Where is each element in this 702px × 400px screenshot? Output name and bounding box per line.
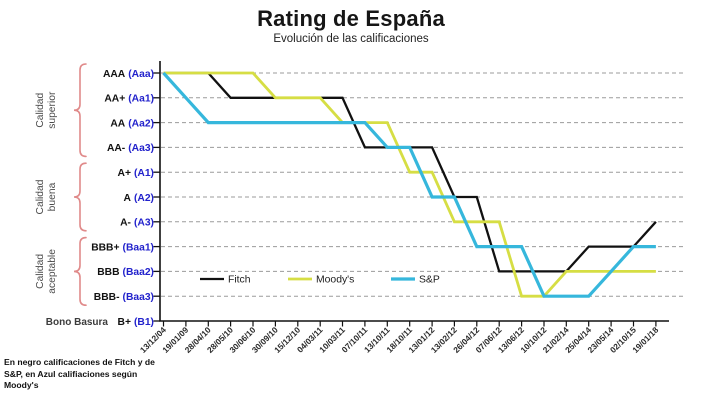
y-axis-label: A- (A3) xyxy=(120,218,154,229)
junk-bond-label: Bono Basura xyxy=(46,317,109,328)
y-axis-label: B+ (B1) xyxy=(118,317,154,328)
series-line-moodys xyxy=(163,71,656,298)
y-axis-label: BBB (Baa2) xyxy=(97,267,154,278)
group-brace xyxy=(73,63,87,158)
y-axis-label: AA- (Aa3) xyxy=(107,143,154,154)
group-label: Calidadsuperior xyxy=(35,91,58,129)
y-axis-label: AA+ (Aa1) xyxy=(104,94,154,105)
legend-item-fitch: Fitch xyxy=(200,275,251,286)
legend-item-sp: S&P xyxy=(391,275,440,286)
group-label: Calidadaceptable xyxy=(35,249,58,294)
y-axis-label: BBB- (Baa3) xyxy=(94,292,154,303)
group-label: Calidadbuena xyxy=(35,179,58,214)
y-axis-label: AAA (Aaa) xyxy=(103,69,154,80)
legend-label-fitch: Fitch xyxy=(228,275,251,286)
chart-title: Rating de España xyxy=(257,6,445,31)
chart-subtitle: Evolución de las calificaciones xyxy=(273,33,429,45)
legend-item-moodys: Moody's xyxy=(288,275,354,286)
group-brace xyxy=(73,236,87,306)
group-brace xyxy=(73,162,87,232)
y-axis-label: A (A2) xyxy=(124,193,154,204)
series-line-sp xyxy=(162,71,656,298)
legend-label-moodys: Moody's xyxy=(316,275,354,286)
y-axis-label: BBB+ (Baa1) xyxy=(91,242,154,253)
legend-label-sp: S&P xyxy=(419,275,440,286)
y-axis-label: A+ (A1) xyxy=(118,168,154,179)
y-axis-label: AA (Aa2) xyxy=(110,118,154,129)
footnote: En negro calificaciones de Fitch y de S&… xyxy=(4,357,155,391)
